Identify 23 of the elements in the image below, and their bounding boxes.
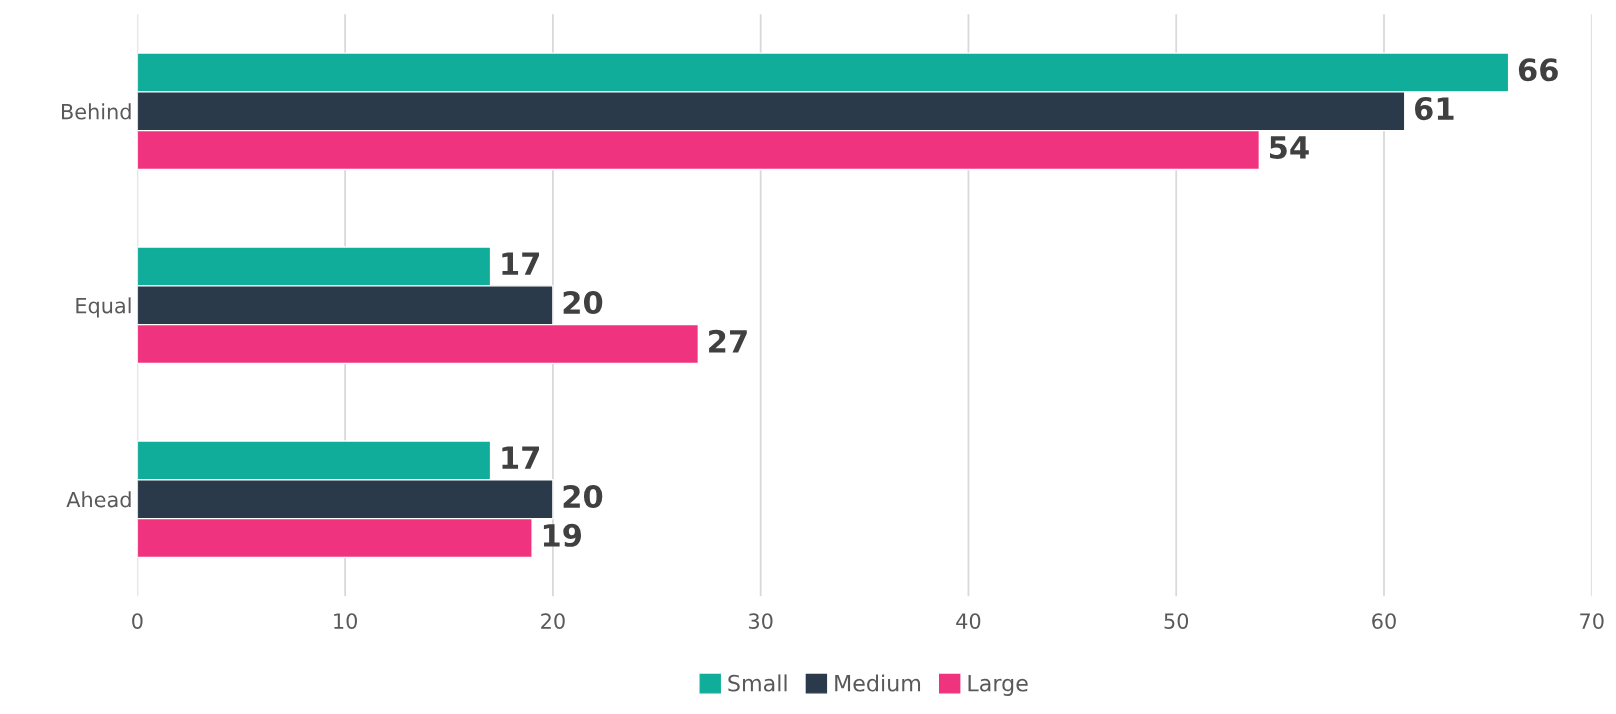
data-label: 20 (563, 484, 603, 509)
x-tick-label: 0 (132, 613, 143, 629)
data-label: 61 (1414, 97, 1454, 121)
data-label: 66 (1518, 58, 1558, 82)
x-tick-label: 40 (956, 613, 981, 629)
x-tick-label: 20 (541, 613, 565, 629)
data-label: 17 (502, 446, 539, 469)
y-tick-label: Ahead (66, 491, 131, 508)
legend-label: Medium (835, 674, 921, 692)
data-label: 17 (502, 252, 539, 275)
legend-label: Small (728, 674, 787, 692)
legend-label: Large (968, 675, 1028, 696)
x-tick-label: 50 (1164, 613, 1189, 629)
y-tick-label: Behind (62, 103, 131, 120)
x-tick-label: 60 (1372, 613, 1396, 629)
y-tick-label: Equal (76, 297, 131, 318)
x-tick-label: 70 (1580, 613, 1604, 629)
x-tick-label: 30 (749, 613, 773, 629)
data-label: 19 (543, 523, 582, 547)
data-label: 54 (1270, 136, 1309, 159)
data-label: 20 (563, 290, 603, 315)
data-label: 27 (709, 329, 747, 353)
x-tick-label: 10 (334, 613, 357, 629)
